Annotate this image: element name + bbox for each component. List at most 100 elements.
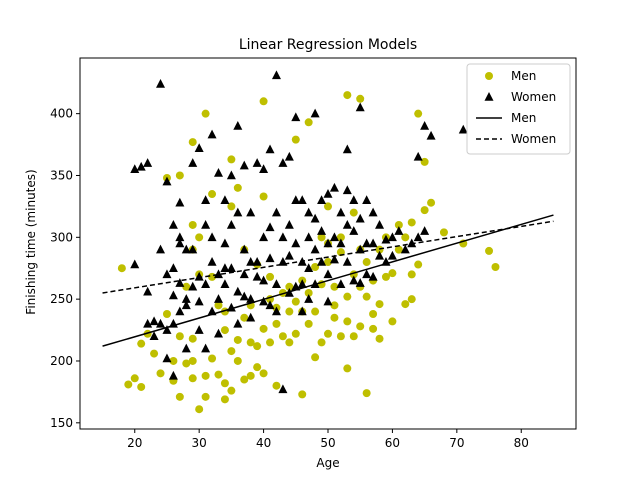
women-point-145: [407, 238, 417, 248]
women-point-122: [342, 219, 352, 229]
women-point-23: [175, 278, 185, 287]
women-point-13: [162, 176, 172, 186]
y-tick-label-400: 400: [50, 107, 73, 121]
women-point-132: [362, 238, 372, 248]
women-point-107: [317, 195, 327, 204]
men-point-4: [137, 339, 146, 348]
men-point-95: [343, 364, 352, 373]
y-axis-label: Finishing time (minutes): [24, 169, 38, 314]
men-point-67: [285, 282, 294, 291]
women-point-99: [304, 207, 314, 217]
women-point-102: [304, 294, 314, 303]
women-point-15: [168, 219, 178, 229]
y-axis: 150 200 250 300 350 400: [50, 107, 80, 430]
women-point-133: [362, 269, 372, 279]
women-point-78: [265, 300, 275, 310]
women-point-62: [239, 269, 249, 279]
women-point-120: [342, 144, 352, 154]
men-point-13: [175, 171, 184, 180]
men-point-41: [227, 347, 236, 356]
women-point-37: [201, 219, 211, 229]
women-point-117: [336, 207, 346, 217]
women-point-142: [387, 250, 397, 260]
men-point-70: [291, 297, 300, 306]
women-point-151: [458, 124, 468, 134]
women-point-76: [265, 222, 275, 232]
men-point-52: [253, 363, 262, 372]
women-point-83: [278, 158, 288, 167]
women-point-89: [284, 250, 294, 260]
men-point-84: [324, 202, 332, 211]
men-point-3: [137, 382, 146, 391]
women-point-125: [349, 226, 359, 235]
women-point-1: [130, 259, 140, 269]
men-point-133: [491, 262, 500, 271]
x-axis-label: Age: [316, 456, 339, 470]
women-point-141: [387, 232, 397, 242]
men-point-0: [117, 264, 126, 273]
men-point-85: [324, 258, 332, 267]
women-point-35: [194, 325, 204, 334]
men-point-11: [169, 356, 178, 365]
women-point-52: [226, 170, 236, 180]
men-point-100: [349, 332, 358, 341]
women-point-38: [201, 279, 211, 289]
plot-area: [102, 70, 554, 414]
men-point-6: [150, 349, 159, 358]
men-point-16: [182, 282, 191, 291]
men-point-33: [214, 301, 223, 310]
women-point-127: [355, 102, 365, 112]
women-point-30: [188, 244, 198, 254]
women-point-65: [246, 257, 256, 266]
men-point-23: [195, 405, 204, 414]
men-point-98: [349, 208, 358, 217]
women-point-101: [304, 263, 314, 272]
women-point-29: [188, 158, 198, 167]
men-point-22: [188, 356, 197, 365]
men-point-57: [259, 369, 268, 378]
women-point-57: [233, 207, 243, 217]
men-point-7: [156, 369, 165, 378]
men-point-60: [266, 272, 275, 281]
y-tick-label-350: 350: [50, 168, 73, 182]
men-point-114: [381, 272, 390, 281]
women-point-146: [413, 151, 423, 161]
women-point-137: [375, 219, 385, 229]
men-point-14: [175, 332, 184, 341]
women-point-32: [194, 143, 204, 153]
men-point-108: [369, 309, 378, 318]
women-point-40: [207, 129, 217, 139]
women-point-100: [304, 232, 314, 242]
women-point-126: [349, 275, 359, 285]
women-point-3: [143, 158, 153, 167]
men-point-129: [427, 198, 436, 207]
x-tick-label-40: 40: [256, 436, 271, 450]
women-point-42: [207, 257, 217, 266]
women-point-44: [213, 168, 223, 177]
women-point-61: [239, 244, 249, 254]
women-point-14: [162, 325, 172, 334]
women-point-11: [162, 269, 172, 279]
men-point-105: [362, 389, 371, 398]
men-point-30: [208, 354, 217, 363]
men-point-118: [394, 220, 403, 229]
men-point-113: [375, 334, 384, 343]
men-point-27: [201, 109, 210, 118]
men-point-12: [175, 392, 184, 401]
women-point-53: [226, 219, 236, 229]
men-point-92: [336, 332, 345, 341]
women-point-60: [239, 160, 249, 170]
men-point-43: [233, 356, 242, 365]
men-point-97: [343, 317, 352, 326]
women-point-59: [233, 318, 243, 328]
women-point-28: [181, 294, 191, 303]
x-axis: 20 30 40 50 60 70 80: [127, 429, 529, 450]
men-regression-line: [102, 214, 554, 347]
women-point-114: [329, 182, 339, 192]
women-point-69: [252, 257, 262, 266]
women-point-144: [400, 244, 410, 254]
men-point-81: [317, 338, 326, 347]
men-point-124: [407, 295, 416, 304]
legend-men-marker-circle-handle: [485, 72, 493, 80]
